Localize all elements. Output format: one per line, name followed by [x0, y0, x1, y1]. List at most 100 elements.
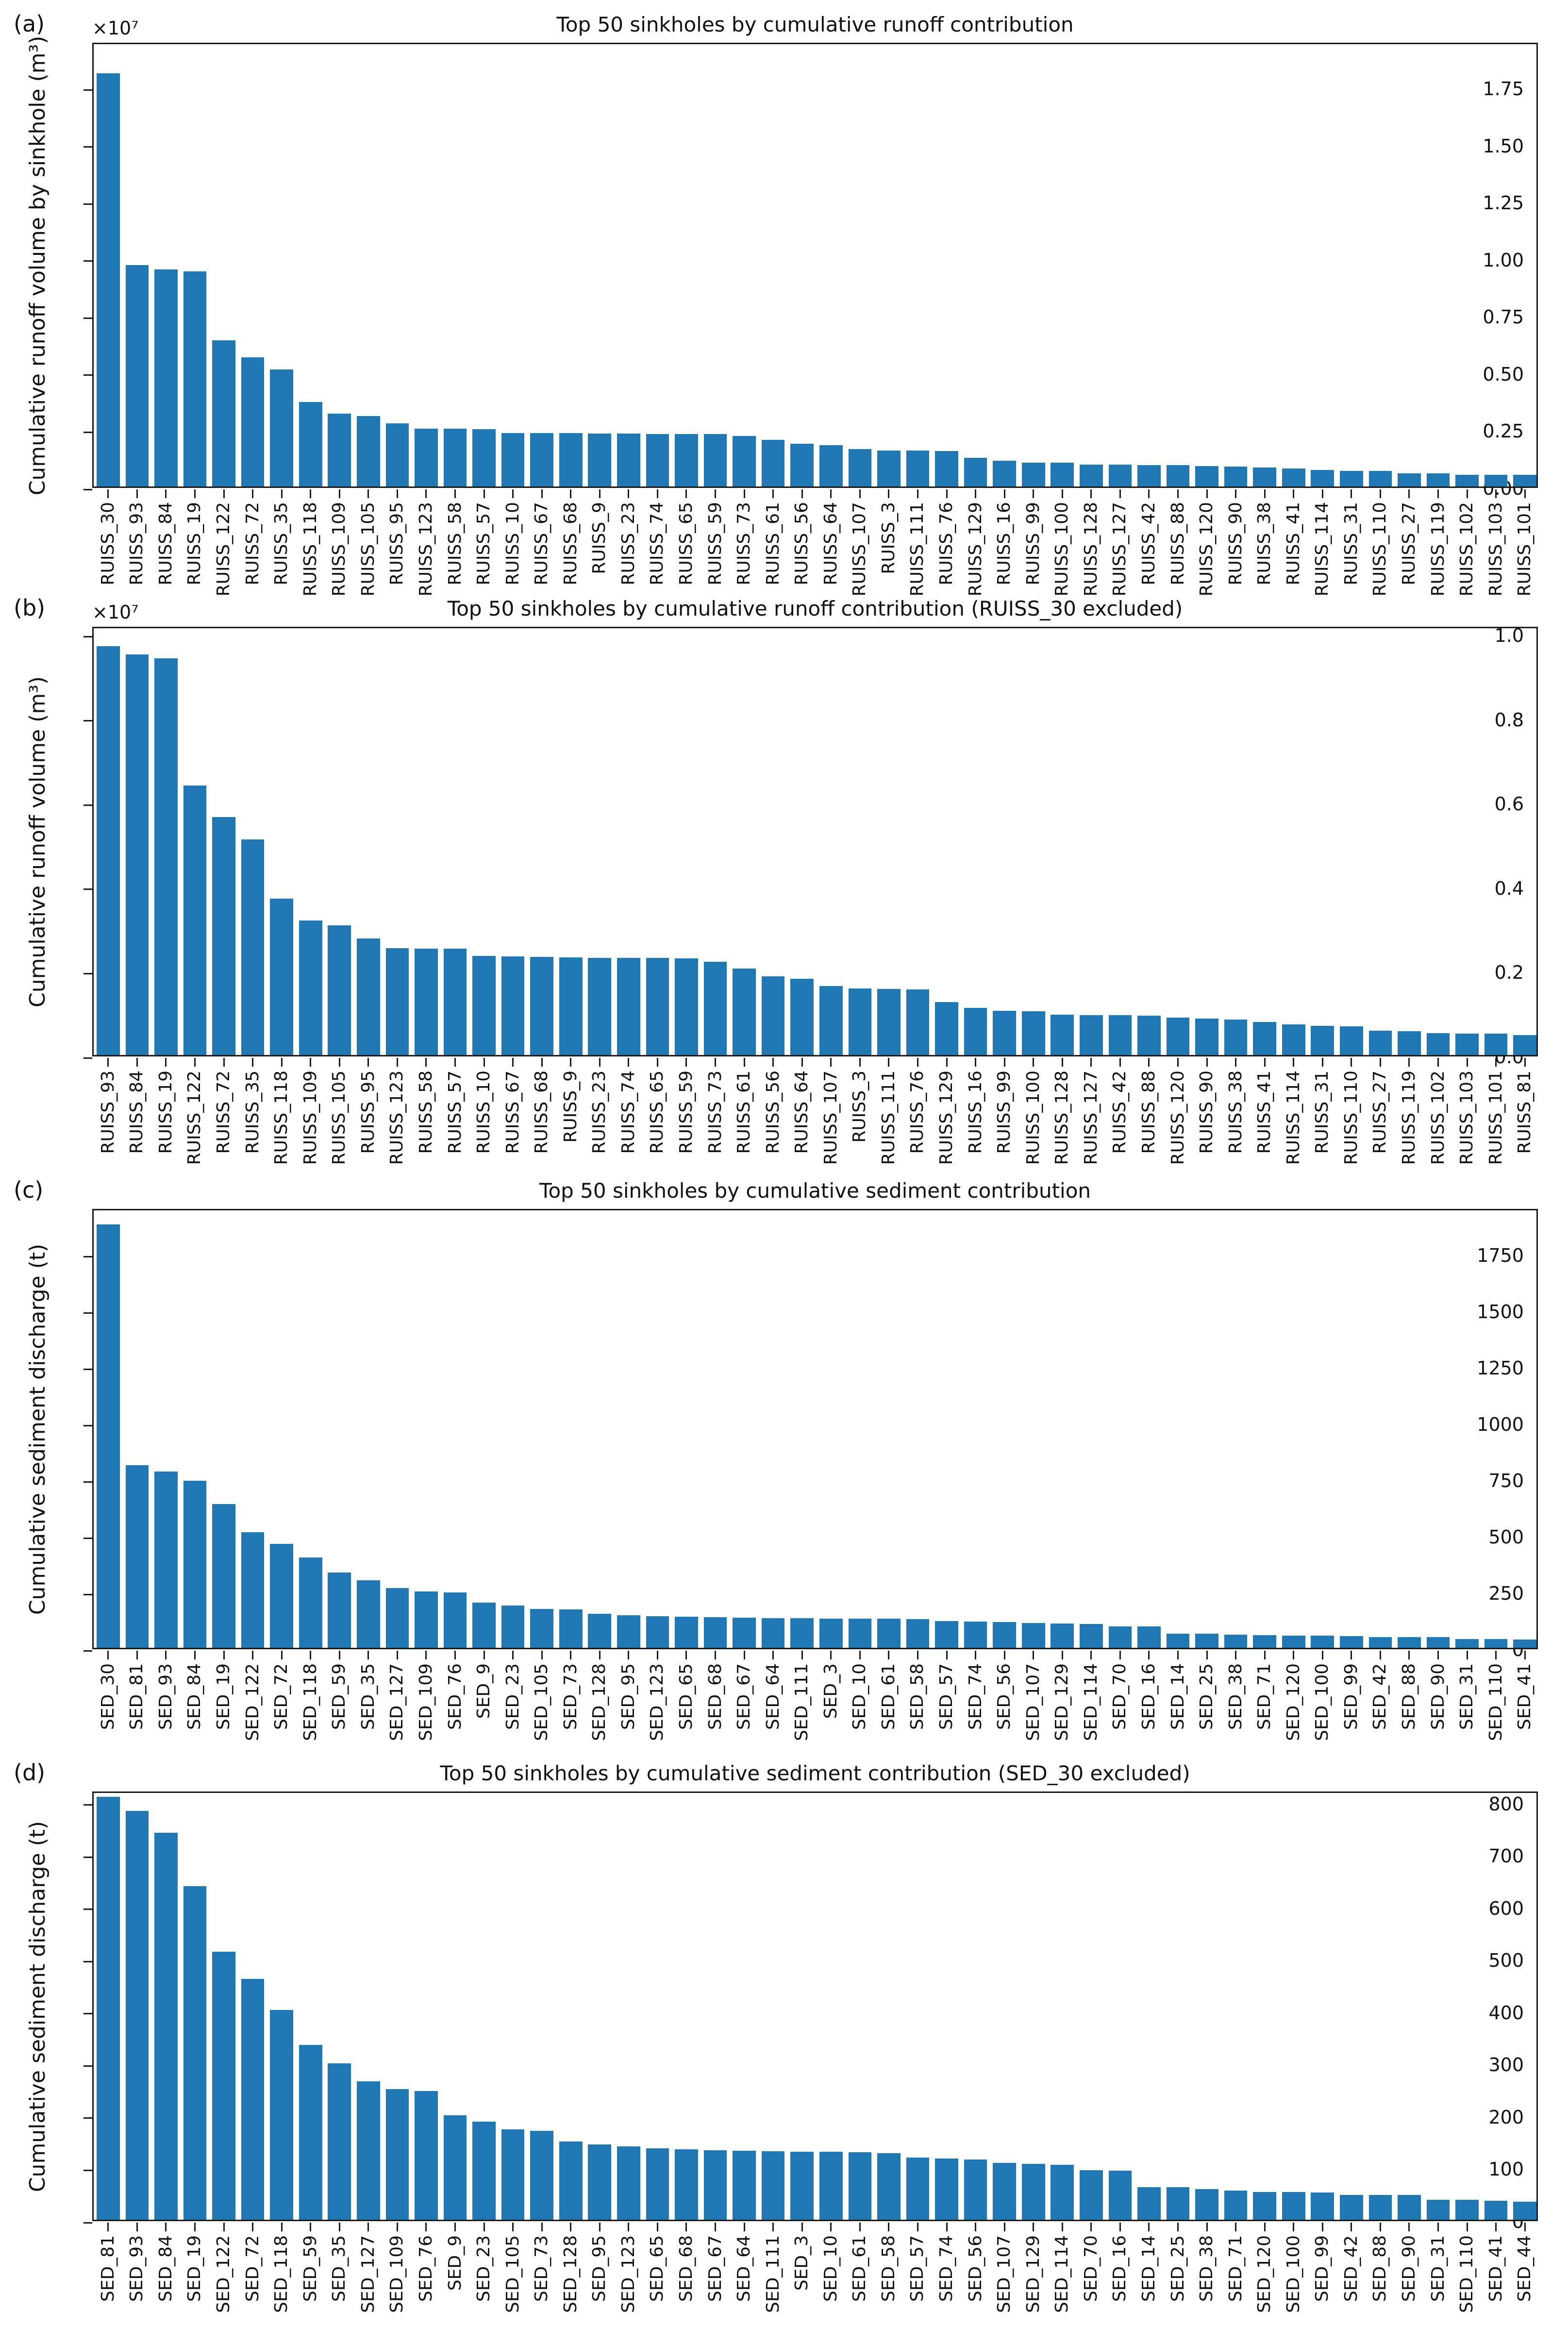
x-tick-mark	[1090, 489, 1092, 498]
y-tick-label: 0.8	[1494, 709, 1524, 731]
x-tick-label: RUISS_41	[1283, 502, 1303, 586]
x-tick-mark	[628, 1058, 630, 1067]
x-tick-label: SED_99	[1341, 1663, 1361, 1730]
x-tick-label: SED_19	[184, 2235, 205, 2302]
y-tick-mark	[83, 888, 92, 890]
x-tick-label: RUISS_114	[1312, 502, 1333, 597]
x-tick-label: RUISS_99	[1023, 502, 1043, 586]
x-tick-label: RUISS_16	[994, 502, 1015, 586]
x-tick-label: SED_118	[300, 1663, 320, 1741]
bar-SED_25	[1166, 2187, 1190, 2220]
bar-RUISS_73	[733, 436, 756, 486]
x-tick-mark	[715, 1651, 717, 1659]
x-tick-label: RUISS_9	[560, 1071, 581, 1143]
bar-SED_68	[703, 1617, 727, 1648]
bar-SED_31	[1455, 1639, 1479, 1648]
x-tick-label: RUISS_114	[1283, 1071, 1303, 1165]
bar-RUISS_3	[848, 988, 872, 1055]
bar-SED_128	[559, 2141, 583, 2220]
x-tick-label: SED_118	[271, 2235, 292, 2313]
bar-RUISS_107	[848, 449, 872, 486]
x-tick-mark	[1061, 2223, 1063, 2231]
y-tick-label: 750	[1488, 1470, 1524, 1492]
x-tick-mark	[1495, 1651, 1497, 1659]
x-tick-label: RUISS_35	[271, 502, 292, 586]
x-tick-label: SED_128	[560, 2235, 581, 2313]
y-tick-mark	[83, 1650, 92, 1652]
bar-SED_111	[790, 1618, 814, 1648]
bar-RUISS_102	[1426, 1033, 1450, 1055]
x-tick-mark	[165, 2223, 167, 2231]
x-tick-mark	[830, 1058, 832, 1067]
x-tick-label: SED_44	[1515, 2235, 1535, 2302]
x-tick-label: SED_30	[98, 1663, 118, 1730]
bar-RUISS_127	[1108, 465, 1132, 486]
bar-SED_14	[1166, 1634, 1190, 1648]
x-tick-label: SED_109	[387, 2235, 407, 2313]
x-tick-label: RUISS_84	[155, 502, 176, 586]
bar-RUISS_59	[675, 958, 698, 1055]
x-tick-label: SED_56	[994, 1663, 1015, 1730]
bar-SED_61	[877, 1619, 901, 1648]
x-tick-label: RUISS_9	[589, 502, 610, 574]
x-tick-mark	[685, 489, 687, 498]
x-tick-mark	[859, 489, 861, 498]
bar-RUISS_67	[501, 956, 525, 1055]
x-tick-label: RUISS_93	[127, 502, 147, 586]
bar-RUISS_38	[1253, 467, 1276, 486]
bar-RUISS_93	[125, 265, 149, 486]
x-tick-label: RUISS_68	[532, 1071, 552, 1154]
x-tick-mark	[830, 489, 832, 498]
x-tick-label: RUISS_67	[502, 1071, 523, 1154]
x-tick-label: SED_114	[1081, 1663, 1101, 1741]
panel-c-title: Top 50 sinkholes by cumulative sediment …	[539, 1179, 1091, 1203]
x-tick-label: SED_25	[1168, 2235, 1188, 2302]
x-tick-mark	[1321, 1651, 1323, 1659]
bar-SED_128	[588, 1614, 612, 1648]
x-tick-mark	[454, 1651, 456, 1659]
x-tick-label: RUISS_107	[820, 1071, 841, 1165]
x-tick-mark	[628, 2223, 630, 2231]
x-tick-mark	[1264, 489, 1266, 498]
bar-RUISS_88	[1166, 465, 1190, 486]
bar-RUISS_90	[1195, 1018, 1218, 1055]
y-tick-mark	[83, 1908, 92, 1910]
x-tick-mark	[310, 1058, 312, 1067]
bar-SED_114	[1079, 1624, 1103, 1648]
bar-RUISS_72	[241, 357, 265, 486]
x-tick-mark	[1061, 489, 1063, 498]
x-tick-label: SED_120	[1254, 2235, 1275, 2313]
x-tick-label: SED_57	[907, 2235, 928, 2302]
x-tick-label: SED_10	[850, 1663, 870, 1730]
bar-RUISS_16	[964, 1007, 987, 1055]
x-tick-mark	[1379, 489, 1381, 498]
bar-SED_107	[993, 2162, 1016, 2220]
x-tick-mark	[656, 1651, 658, 1659]
x-tick-label: RUISS_81	[1515, 1071, 1535, 1154]
bar-RUISS_42	[1137, 465, 1161, 486]
panel-a-letter: (a)	[14, 11, 45, 37]
x-tick-mark	[715, 1058, 717, 1067]
x-tick-label: RUISS_68	[560, 502, 581, 586]
bar-SED_76	[443, 1592, 467, 1648]
bar-RUISS_84	[154, 269, 178, 486]
bar-SED_90	[1398, 2195, 1421, 2220]
x-tick-mark	[512, 489, 514, 498]
bar-SED_35	[356, 1580, 380, 1648]
x-tick-mark	[830, 2223, 832, 2231]
bar-SED_129	[1051, 1624, 1074, 1648]
bar-SED_57	[906, 2158, 930, 2220]
x-tick-mark	[1235, 1651, 1237, 1659]
x-tick-label: RUISS_72	[242, 502, 263, 586]
x-tick-label: RUISS_127	[1110, 502, 1130, 597]
x-tick-mark	[1235, 2223, 1237, 2231]
y-tick-label: 700	[1488, 1845, 1524, 1867]
x-tick-mark	[772, 489, 774, 498]
bar-SED_65	[646, 2148, 669, 2220]
x-tick-mark	[1408, 2223, 1410, 2231]
x-tick-mark	[338, 2223, 340, 2231]
bar-SED_99	[1311, 2193, 1334, 2220]
bar-RUISS_64	[790, 978, 814, 1055]
x-tick-label: RUISS_103	[1457, 1071, 1477, 1165]
bar-RUISS_88	[1137, 1016, 1161, 1055]
